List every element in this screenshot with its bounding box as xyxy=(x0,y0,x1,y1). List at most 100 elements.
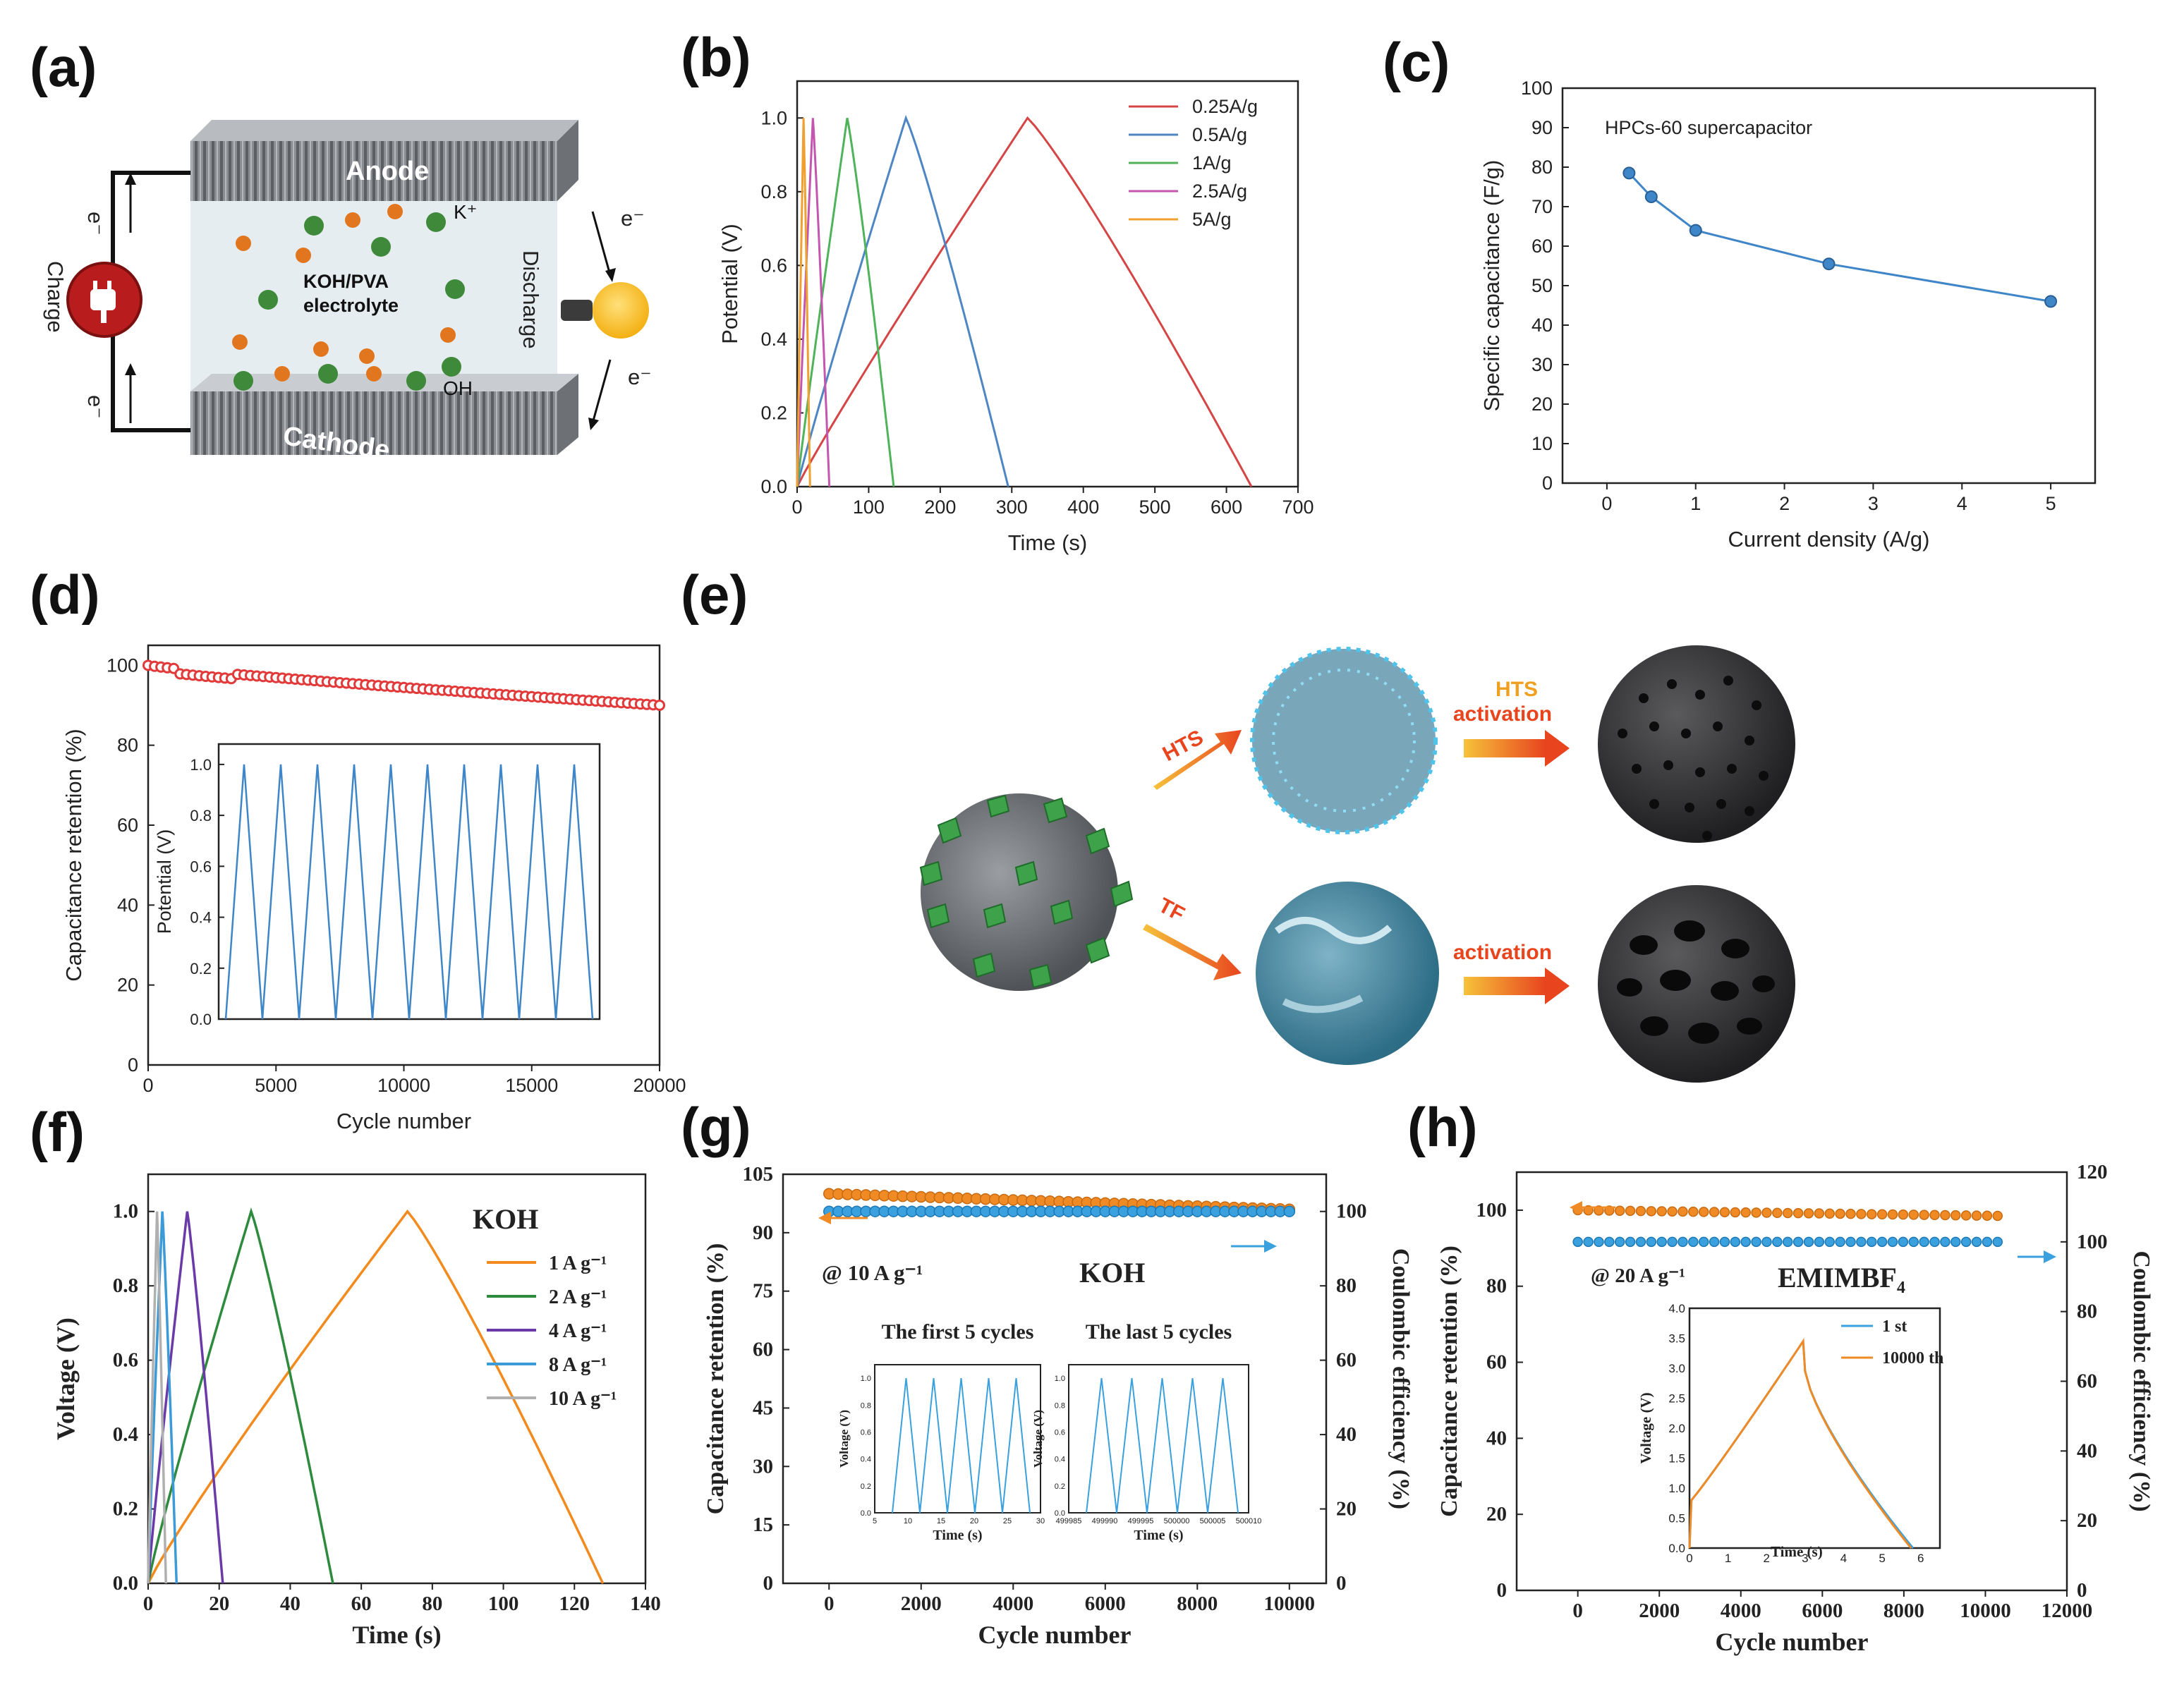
inset-y-tick-label: 0.8 xyxy=(1055,1401,1065,1410)
y-tick-label: 0 xyxy=(1542,473,1553,494)
efficiency-point xyxy=(1698,1236,1709,1248)
retention-point xyxy=(1740,1207,1751,1218)
oh-ion-label: OH xyxy=(443,377,473,399)
efficiency-point xyxy=(1594,1236,1604,1248)
y-tick-label: 45 xyxy=(753,1396,773,1419)
y-tick-label: 10 xyxy=(1531,433,1553,454)
series-line-0.5A/g xyxy=(796,114,1009,487)
inset-legend-label: 10000 th xyxy=(1882,1349,1943,1368)
ions xyxy=(232,204,465,391)
oh-ion xyxy=(406,371,426,391)
series-line-1A/g xyxy=(796,118,895,487)
retention-point xyxy=(1772,1207,1783,1219)
legend-label: 0.5A/g xyxy=(1192,124,1247,145)
y-tick-label: 30 xyxy=(753,1455,773,1478)
efficiency-point xyxy=(1814,1236,1825,1248)
inset-legend-label: 1 st xyxy=(1882,1317,1907,1336)
inset-y-axis-title: Potential (V) xyxy=(154,829,175,934)
retention-point xyxy=(1876,1209,1888,1220)
x-tick-label: 4 xyxy=(1957,493,1967,514)
efficiency-axis-arrowhead xyxy=(2044,1250,2056,1263)
data-point xyxy=(2044,295,2058,308)
inset-frame xyxy=(217,743,601,1021)
oh-ion xyxy=(445,279,465,299)
x-tick-label: 10000 xyxy=(1264,1592,1316,1615)
y-tick-label: 1.0 xyxy=(113,1200,138,1223)
y2-tick-label: 20 xyxy=(1336,1498,1357,1521)
inset-y-tick-label: 0.5 xyxy=(1668,1512,1685,1525)
y2-tick-label: 80 xyxy=(1336,1274,1357,1297)
y-tick-label: 20 xyxy=(117,975,138,996)
x-tick-label: 2 xyxy=(1779,493,1790,514)
retention-point xyxy=(654,700,665,711)
x-axis-title: Cycle number xyxy=(336,1109,471,1133)
x-tick-label: 600 xyxy=(1211,497,1242,518)
x-tick-label: 100 xyxy=(853,497,885,518)
y-tick-label: 60 xyxy=(1531,236,1553,257)
discharge-arrowhead-2 xyxy=(588,418,599,430)
inset-x-axis-title: Time (s) xyxy=(1134,1528,1183,1543)
porous-carbon-hts xyxy=(1598,645,1795,843)
hts-fibers xyxy=(1250,647,1438,834)
inset-y-tick-label: 2.5 xyxy=(1668,1392,1685,1406)
series-line-1 A g⁻¹ xyxy=(147,1209,605,1584)
x-tick-label: 0 xyxy=(142,1075,153,1096)
efficiency-point xyxy=(1866,1236,1877,1248)
legend-label: 2 A g⁻¹ xyxy=(549,1286,607,1308)
plug-cord xyxy=(101,310,107,323)
y-tick-label: 80 xyxy=(1486,1275,1507,1298)
retention-point xyxy=(1845,1208,1856,1219)
legend-label: 4 A g⁻¹ xyxy=(549,1320,607,1342)
data-point xyxy=(1622,166,1636,180)
k-ion xyxy=(274,366,290,382)
y-tick-label: 0.0 xyxy=(760,476,787,497)
crystal xyxy=(926,903,950,929)
efficiency-point xyxy=(1898,1236,1909,1248)
y-tick-label: 0.0 xyxy=(113,1572,138,1595)
retention-point xyxy=(1761,1207,1772,1218)
retention-point xyxy=(1730,1207,1741,1218)
charge-arrowhead-2 xyxy=(125,363,136,375)
y-tick-label: 20 xyxy=(1486,1503,1507,1525)
chart-title: KOH xyxy=(473,1203,538,1235)
inset-y-tick-label: 1.0 xyxy=(861,1375,871,1383)
electrolyte-label-1: KOH/PVA xyxy=(303,271,389,292)
y-tick-label: 40 xyxy=(117,894,138,915)
panel-label-c: (c) xyxy=(1383,31,1450,93)
x-tick-label: 20 xyxy=(209,1592,229,1615)
retention-point xyxy=(1667,1206,1678,1217)
inset-y-axis-title: Voltage (V) xyxy=(837,1410,851,1468)
y2-tick-label: 0 xyxy=(1336,1572,1347,1595)
k-ion xyxy=(387,204,403,219)
inset-cycle-line xyxy=(224,764,594,1020)
retention-point xyxy=(1824,1208,1835,1219)
y2-tick-label: 60 xyxy=(1336,1349,1357,1372)
x-tick-label: 60 xyxy=(351,1592,372,1615)
panel-label-h: (h) xyxy=(1407,1096,1478,1158)
oh-ion xyxy=(371,237,391,257)
retention-point xyxy=(1698,1207,1709,1217)
inset-y-tick-label: 0.2 xyxy=(190,960,212,978)
inset-y-tick-label: 0.6 xyxy=(190,858,212,875)
crystal xyxy=(1029,963,1052,989)
efficiency-point xyxy=(1971,1236,1982,1248)
x-tick-label: 0 xyxy=(824,1592,835,1615)
inset-y-tick-label: 0.2 xyxy=(1055,1482,1065,1491)
inset-x-tick-label: 6 xyxy=(1917,1552,1924,1565)
efficiency-point xyxy=(1940,1236,1951,1248)
x-tick-label: 2000 xyxy=(901,1592,942,1615)
crystal xyxy=(1014,860,1038,887)
x-tick-label: 10000 xyxy=(377,1075,430,1096)
efficiency-point xyxy=(1730,1236,1741,1248)
series-line-5A/g xyxy=(796,118,811,487)
x-axis-title: Current density (A/g) xyxy=(1728,527,1930,552)
y-tick-label: 100 xyxy=(1476,1199,1507,1222)
retention-point xyxy=(1919,1210,1929,1220)
y-tick-label: 0.2 xyxy=(113,1498,138,1521)
plug-pin-1 xyxy=(93,281,97,291)
retention-point xyxy=(1678,1206,1688,1217)
efficiency-point xyxy=(1583,1236,1594,1248)
y-tick-label: 100 xyxy=(107,654,138,676)
efficiency-point xyxy=(1625,1236,1636,1248)
inset-title: The last 5 cycles xyxy=(1086,1320,1232,1344)
